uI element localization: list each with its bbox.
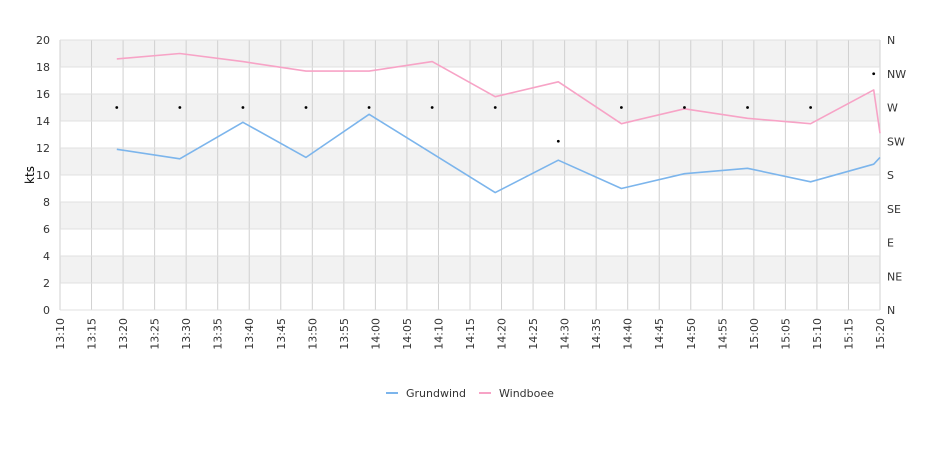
y2-tick-label: E	[887, 237, 894, 250]
x-tick-label: 14:05	[401, 318, 414, 350]
y-tick-label: 18	[36, 61, 50, 74]
direction-points	[115, 72, 876, 143]
direction-point	[493, 106, 497, 109]
series-line-windboee	[116, 52, 881, 134]
x-axis-ticks: 13:10 13:15 13:20 13:25 13:30 13:35 13:40 13:45…	[54, 318, 887, 350]
x-tick-label: 15:00	[748, 318, 761, 350]
direction-point	[809, 106, 813, 109]
y2-tick-label: N	[887, 34, 895, 47]
y-tick-label: 16	[36, 88, 50, 101]
x-tick-label: 13:20	[117, 318, 130, 350]
x-tick-label: 13:50	[306, 318, 319, 350]
x-tick-label: 15:15	[842, 318, 855, 350]
series-layer	[116, 52, 881, 194]
x-tick-label: 13:35	[212, 318, 225, 350]
y2-tick-label: SW	[887, 135, 905, 148]
direction-point	[746, 106, 749, 109]
direction-point	[367, 106, 371, 109]
direction-point	[304, 106, 308, 109]
legend-label-windboee: Windboee	[499, 387, 554, 400]
x-tick-label: 14:45	[653, 318, 666, 350]
y2-tick-label: N	[887, 304, 895, 317]
legend: Grundwind Windboee	[386, 387, 554, 400]
y-tick-label: 4	[43, 250, 50, 263]
y-tick-label: 10	[36, 169, 50, 182]
x-tick-label: 13:10	[54, 318, 67, 350]
y-axis-ticks: 0 2 4 6 8 10 12 14 16 18 20	[36, 34, 50, 317]
x-tick-label: 14:40	[622, 318, 635, 350]
x-tick-label: 13:45	[275, 318, 288, 350]
y2-tick-label: SE	[887, 203, 901, 216]
direction-point	[115, 106, 119, 109]
x-tick-label: 13:55	[338, 318, 351, 350]
y-tick-label: 0	[43, 304, 50, 317]
x-tick-label: 14:20	[496, 318, 509, 350]
direction-point	[241, 106, 245, 109]
direction-point	[556, 139, 560, 143]
x-tick-label: 15:20	[874, 318, 887, 350]
y2-tick-label: W	[887, 102, 898, 115]
x-tick-label: 14:55	[716, 318, 729, 350]
y2-tick-label: S	[887, 169, 894, 182]
y2-axis-ticks: N NE E SE S SW W NW N	[887, 34, 906, 317]
y-tick-label: 2	[43, 277, 50, 290]
x-tick-label: 14:30	[559, 318, 572, 350]
y-tick-label: 14	[36, 115, 50, 128]
x-tick-label: 15:10	[811, 318, 824, 350]
direction-point	[872, 72, 876, 76]
x-tick-label: 13:30	[180, 318, 193, 350]
x-tick-label: 13:40	[243, 318, 256, 350]
legend-label-grundwind: Grundwind	[406, 387, 466, 400]
x-tick-label: 13:15	[86, 318, 99, 350]
x-tick-label: 14:25	[527, 318, 540, 350]
y2-tick-label: NW	[887, 68, 906, 81]
y-tick-label: 6	[43, 223, 50, 236]
direction-point	[683, 106, 686, 109]
x-tick-label: 15:05	[779, 318, 792, 350]
y2-tick-label: NE	[887, 270, 902, 283]
direction-point	[430, 106, 434, 109]
horizontal-grid	[60, 39, 880, 311]
x-tick-label: 13:25	[149, 318, 162, 350]
y-tick-label: 20	[36, 34, 50, 47]
y-tick-label: 8	[43, 196, 50, 209]
x-tick-label: 14:50	[685, 318, 698, 350]
direction-point	[178, 106, 182, 109]
y-tick-label: 12	[36, 142, 50, 155]
x-tick-label: 14:35	[590, 318, 603, 350]
direction-point	[619, 106, 623, 109]
y-axis-label: kts	[23, 166, 37, 184]
series-line-grundwind	[116, 113, 881, 194]
x-tick-label: 14:00	[369, 318, 382, 350]
x-tick-label: 14:15	[464, 318, 477, 350]
x-tick-label: 14:10	[432, 318, 445, 350]
